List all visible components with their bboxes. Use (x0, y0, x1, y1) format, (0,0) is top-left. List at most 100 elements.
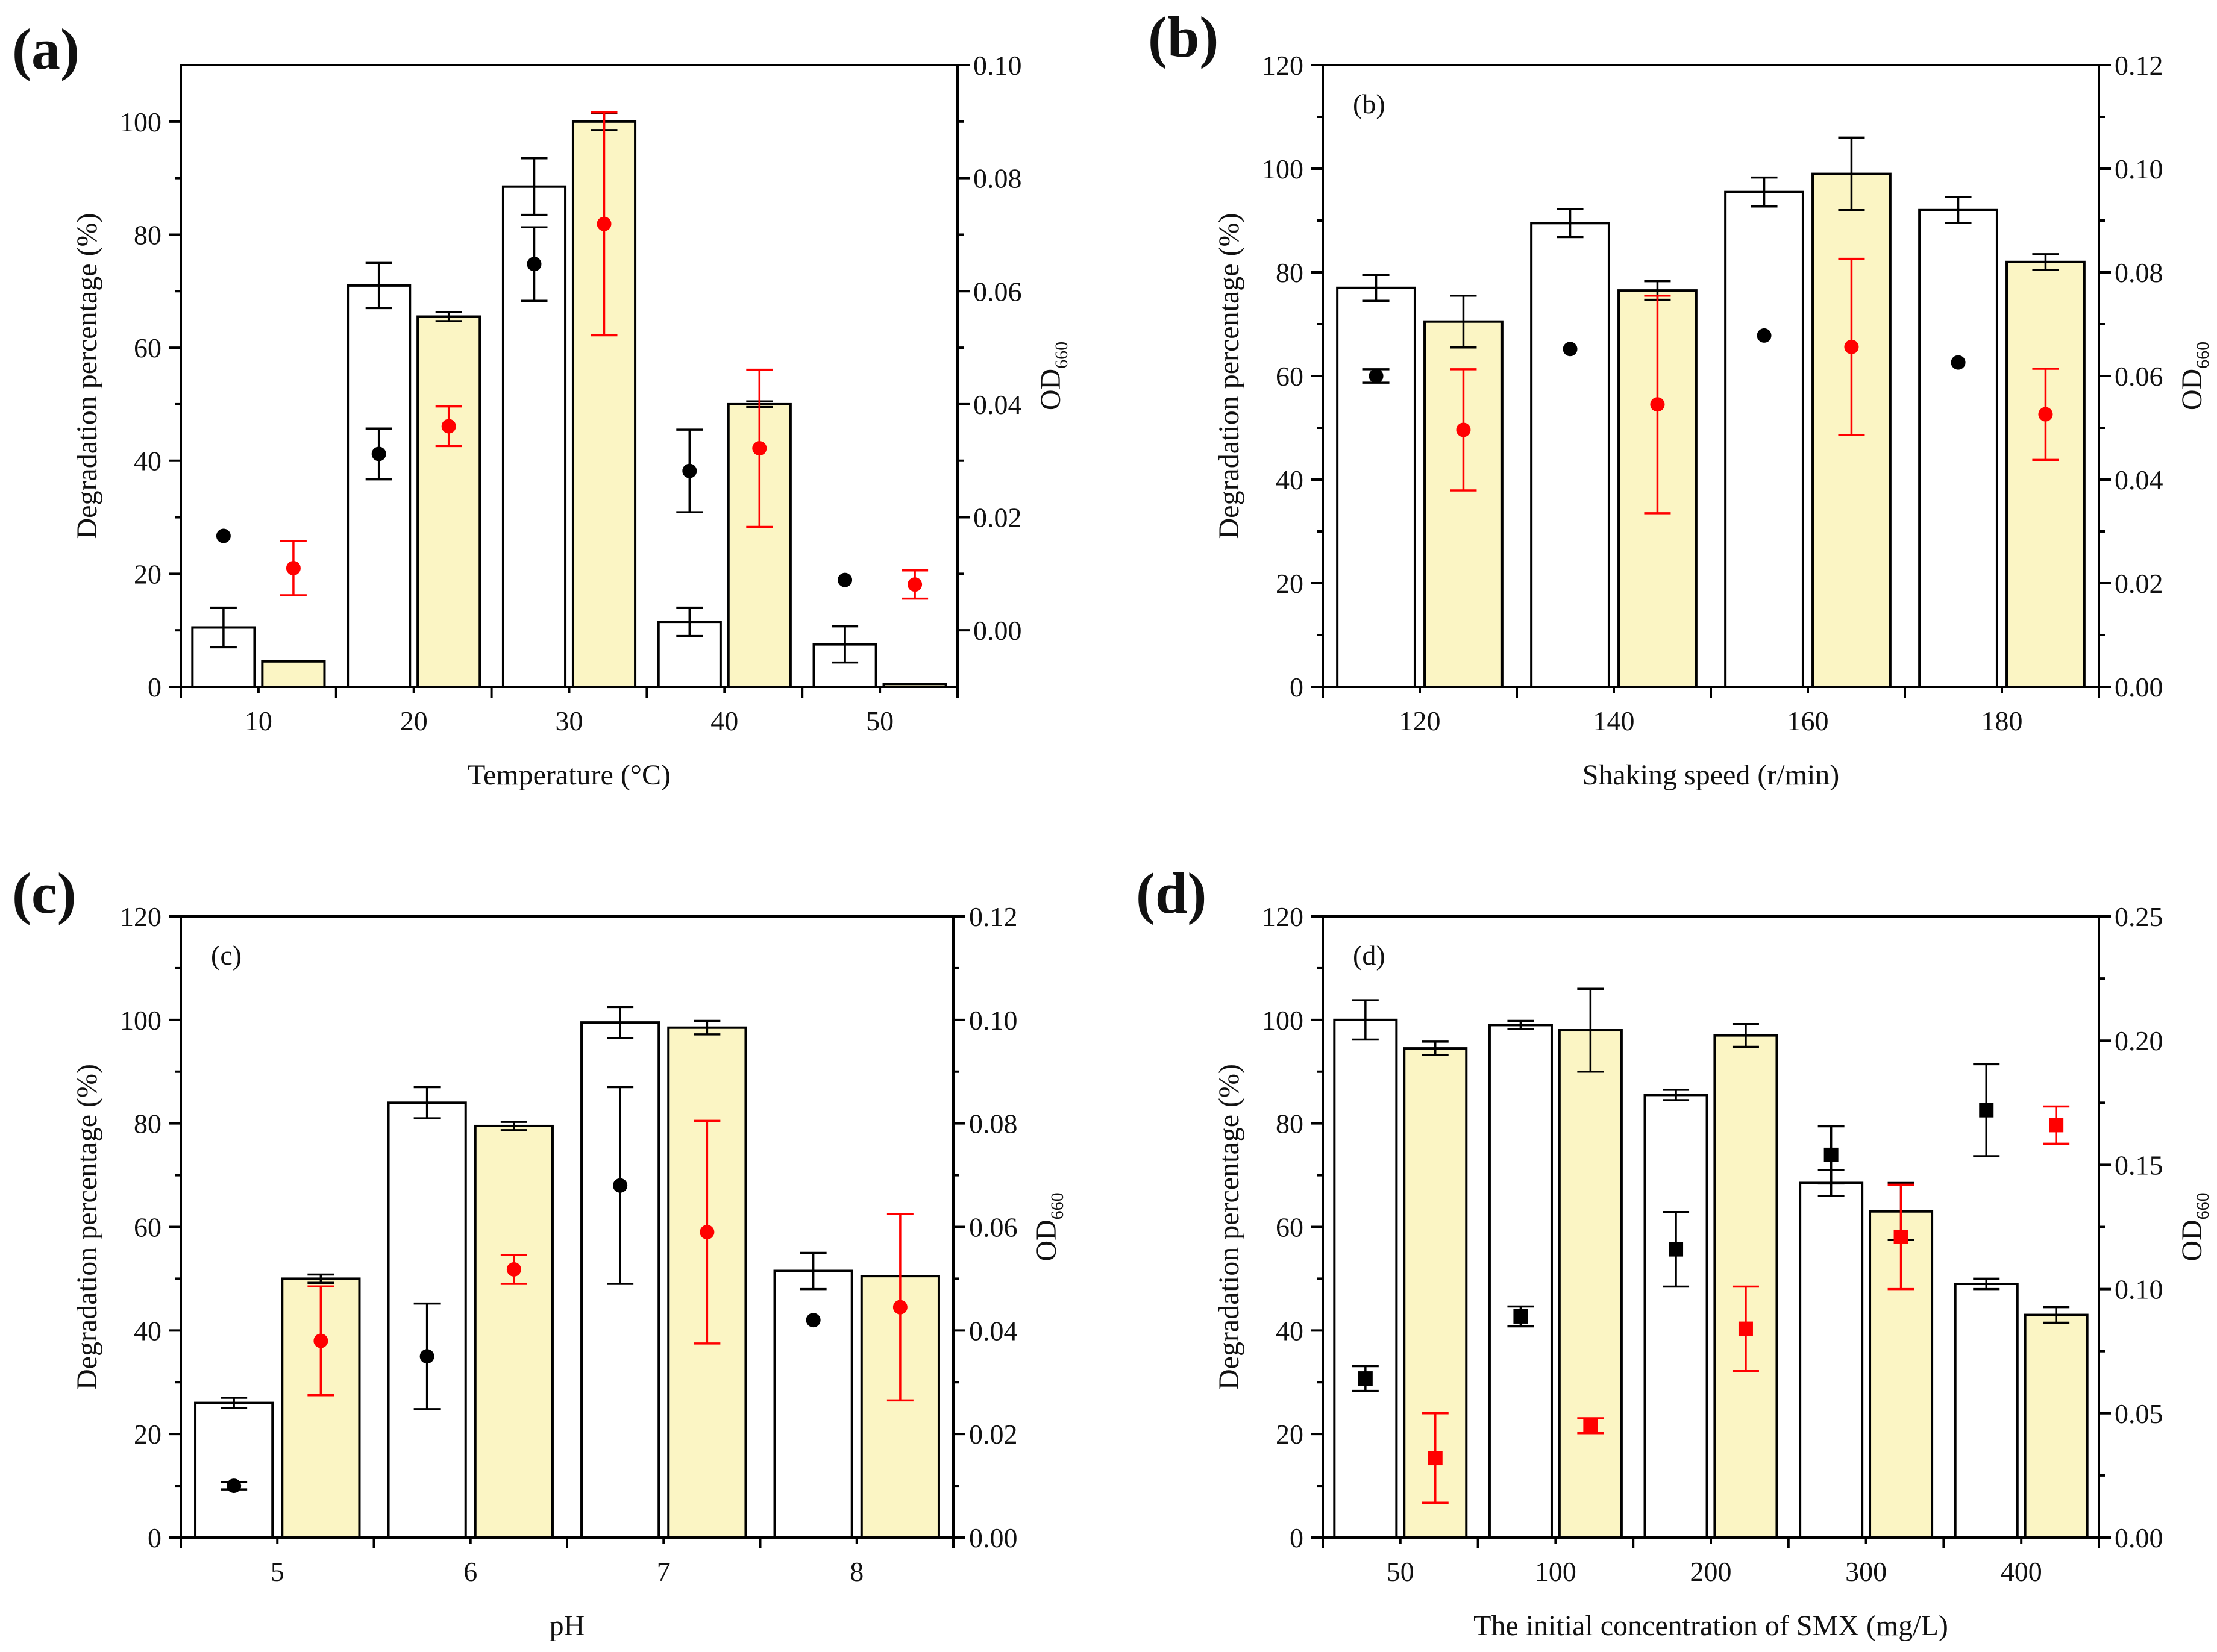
y2-tick-label: 0.06 (969, 1212, 1018, 1243)
x-tick-label: 400 (2001, 1556, 2042, 1587)
bar-error-bar (1557, 208, 1584, 239)
panel-label: (c) (12, 861, 77, 925)
y2-tick-label: 0.04 (973, 389, 1022, 420)
data-point (1650, 397, 1665, 412)
y-axis-label: Degradation percentage (%) (71, 213, 103, 539)
chart-c: 0 20 40 60 80 100 120 0.00 0.02 0.04 0.06 0.08 0.10 0… (71, 901, 1067, 1642)
y-tick-label: 0 (148, 672, 161, 702)
bar-error-bar (1577, 987, 1604, 1073)
y-tick-label: 0 (1290, 672, 1303, 702)
data-point (752, 441, 767, 456)
panel-label: (b) (1148, 5, 1219, 69)
data-point (227, 1478, 242, 1494)
data-point (613, 1178, 628, 1193)
y-tick-label: 40 (1276, 1315, 1303, 1346)
bar-error-bar (413, 1086, 441, 1119)
x-tick-label: 10 (245, 706, 272, 736)
y2-tick-label: 0.10 (973, 50, 1022, 81)
chart-panel-b: (b) 0 20 40 60 80 100 120 0.00 0.02 0.04 0.06 0.08 0… (1108, 0, 2216, 826)
bar (2024, 1313, 2089, 1539)
data-point (441, 419, 456, 434)
y2-tick-label: 0.02 (969, 1419, 1018, 1450)
y2-axis-label: OD660 (2176, 1192, 2213, 1261)
x-axis-label: The initial concentration of SMX (mg/L) (1473, 1610, 1948, 1642)
y-tick-label: 40 (134, 1315, 161, 1346)
bar-error-bar (1751, 176, 1778, 208)
y-tick-label: 60 (1276, 1212, 1303, 1243)
panel-label: (a) (12, 17, 80, 81)
bar-error-bar (1945, 196, 1972, 225)
y2-tick-label: 0.08 (969, 1109, 1018, 1139)
data-point (597, 216, 612, 231)
y2-tick-label: 0.05 (2115, 1398, 2163, 1429)
bar (1724, 190, 1804, 688)
y2-tick-label: 0.00 (969, 1522, 1018, 1553)
y2-tick-label: 0.06 (2115, 361, 2163, 392)
bar (261, 660, 326, 689)
bar-error-bar (365, 261, 392, 310)
x-axis-label: pH (550, 1610, 585, 1642)
y2-axis-label: OD660 (1030, 1192, 1067, 1261)
y2-tick-label: 0.02 (2115, 568, 2163, 599)
y-tick-label: 120 (120, 901, 161, 932)
bar-error-bar (1507, 1019, 1534, 1031)
x-tick-label: 8 (850, 1556, 864, 1587)
data-point (1979, 1103, 1994, 1118)
inner-panel-label: (b) (1353, 89, 1385, 119)
x-axis-label: Temperature (°C) (468, 759, 671, 791)
data-point (2038, 407, 2053, 422)
bar-error-bar (2032, 253, 2059, 271)
data-point (1583, 1418, 1598, 1433)
y2-tick-label: 0.04 (969, 1315, 1018, 1346)
bar-error-bar (1352, 999, 1379, 1041)
bar-error-bar (221, 1397, 248, 1409)
data-point (2049, 1118, 2064, 1133)
y2-tick-label: 0.02 (973, 502, 1022, 533)
data-point (527, 257, 542, 272)
bar (416, 315, 481, 688)
x-tick-label: 6 (463, 1556, 477, 1587)
bar-error-bar (1422, 1040, 1449, 1057)
x-tick-label: 300 (1845, 1556, 1887, 1587)
y2-tick-label: 0.15 (2115, 1150, 2163, 1180)
bar (1336, 286, 1416, 688)
x-tick-label: 30 (556, 706, 583, 736)
bar (1558, 1029, 1623, 1539)
y2-tick-label: 0.10 (2115, 154, 2163, 184)
x-tick-label: 20 (400, 706, 428, 736)
bar (1333, 1018, 1398, 1539)
y-tick-label: 80 (134, 1109, 161, 1139)
y-tick-label: 100 (120, 107, 161, 137)
data-point (286, 560, 301, 575)
bar (1530, 222, 1610, 688)
bar (347, 284, 412, 688)
data-point (506, 1262, 521, 1277)
y2-axis-label: OD660 (1035, 342, 1071, 410)
y2-tick-label: 0.12 (969, 901, 1018, 932)
y2-tick-label: 0.08 (2115, 257, 2163, 288)
y2-tick-label: 0.00 (973, 615, 1022, 646)
y-tick-label: 40 (1276, 465, 1303, 495)
y-tick-label: 20 (134, 1419, 161, 1450)
chart-panel-a: (a) 0 20 40 60 80 100 0.00 0.02 0.04 0.06 0.08 0.10… (0, 0, 1108, 826)
data-point (216, 528, 231, 543)
y-tick-label: 120 (1262, 901, 1303, 932)
data-point (1951, 355, 1966, 370)
y-tick-label: 80 (134, 219, 161, 250)
data-point (1428, 1451, 1443, 1466)
bar (1799, 1181, 1864, 1539)
bar-error-bar (435, 311, 462, 322)
y2-tick-label: 0.10 (2115, 1274, 2163, 1305)
y-axis-label: Degradation percentage (%) (1213, 213, 1245, 539)
y2-tick-label: 0.00 (2115, 672, 2163, 702)
y-tick-label: 20 (1276, 568, 1303, 599)
bar-error-bar (800, 1251, 827, 1291)
bar (1488, 1024, 1553, 1539)
data-point (1757, 328, 1772, 343)
bar-error-bar (1973, 1277, 2000, 1291)
x-tick-label: 160 (1787, 706, 1829, 736)
x-tick-label: 7 (657, 1556, 671, 1587)
bar-error-bar (1732, 1022, 1759, 1048)
bar-error-bar (832, 625, 859, 664)
y2-axis-label-main: OD (2176, 369, 2208, 410)
